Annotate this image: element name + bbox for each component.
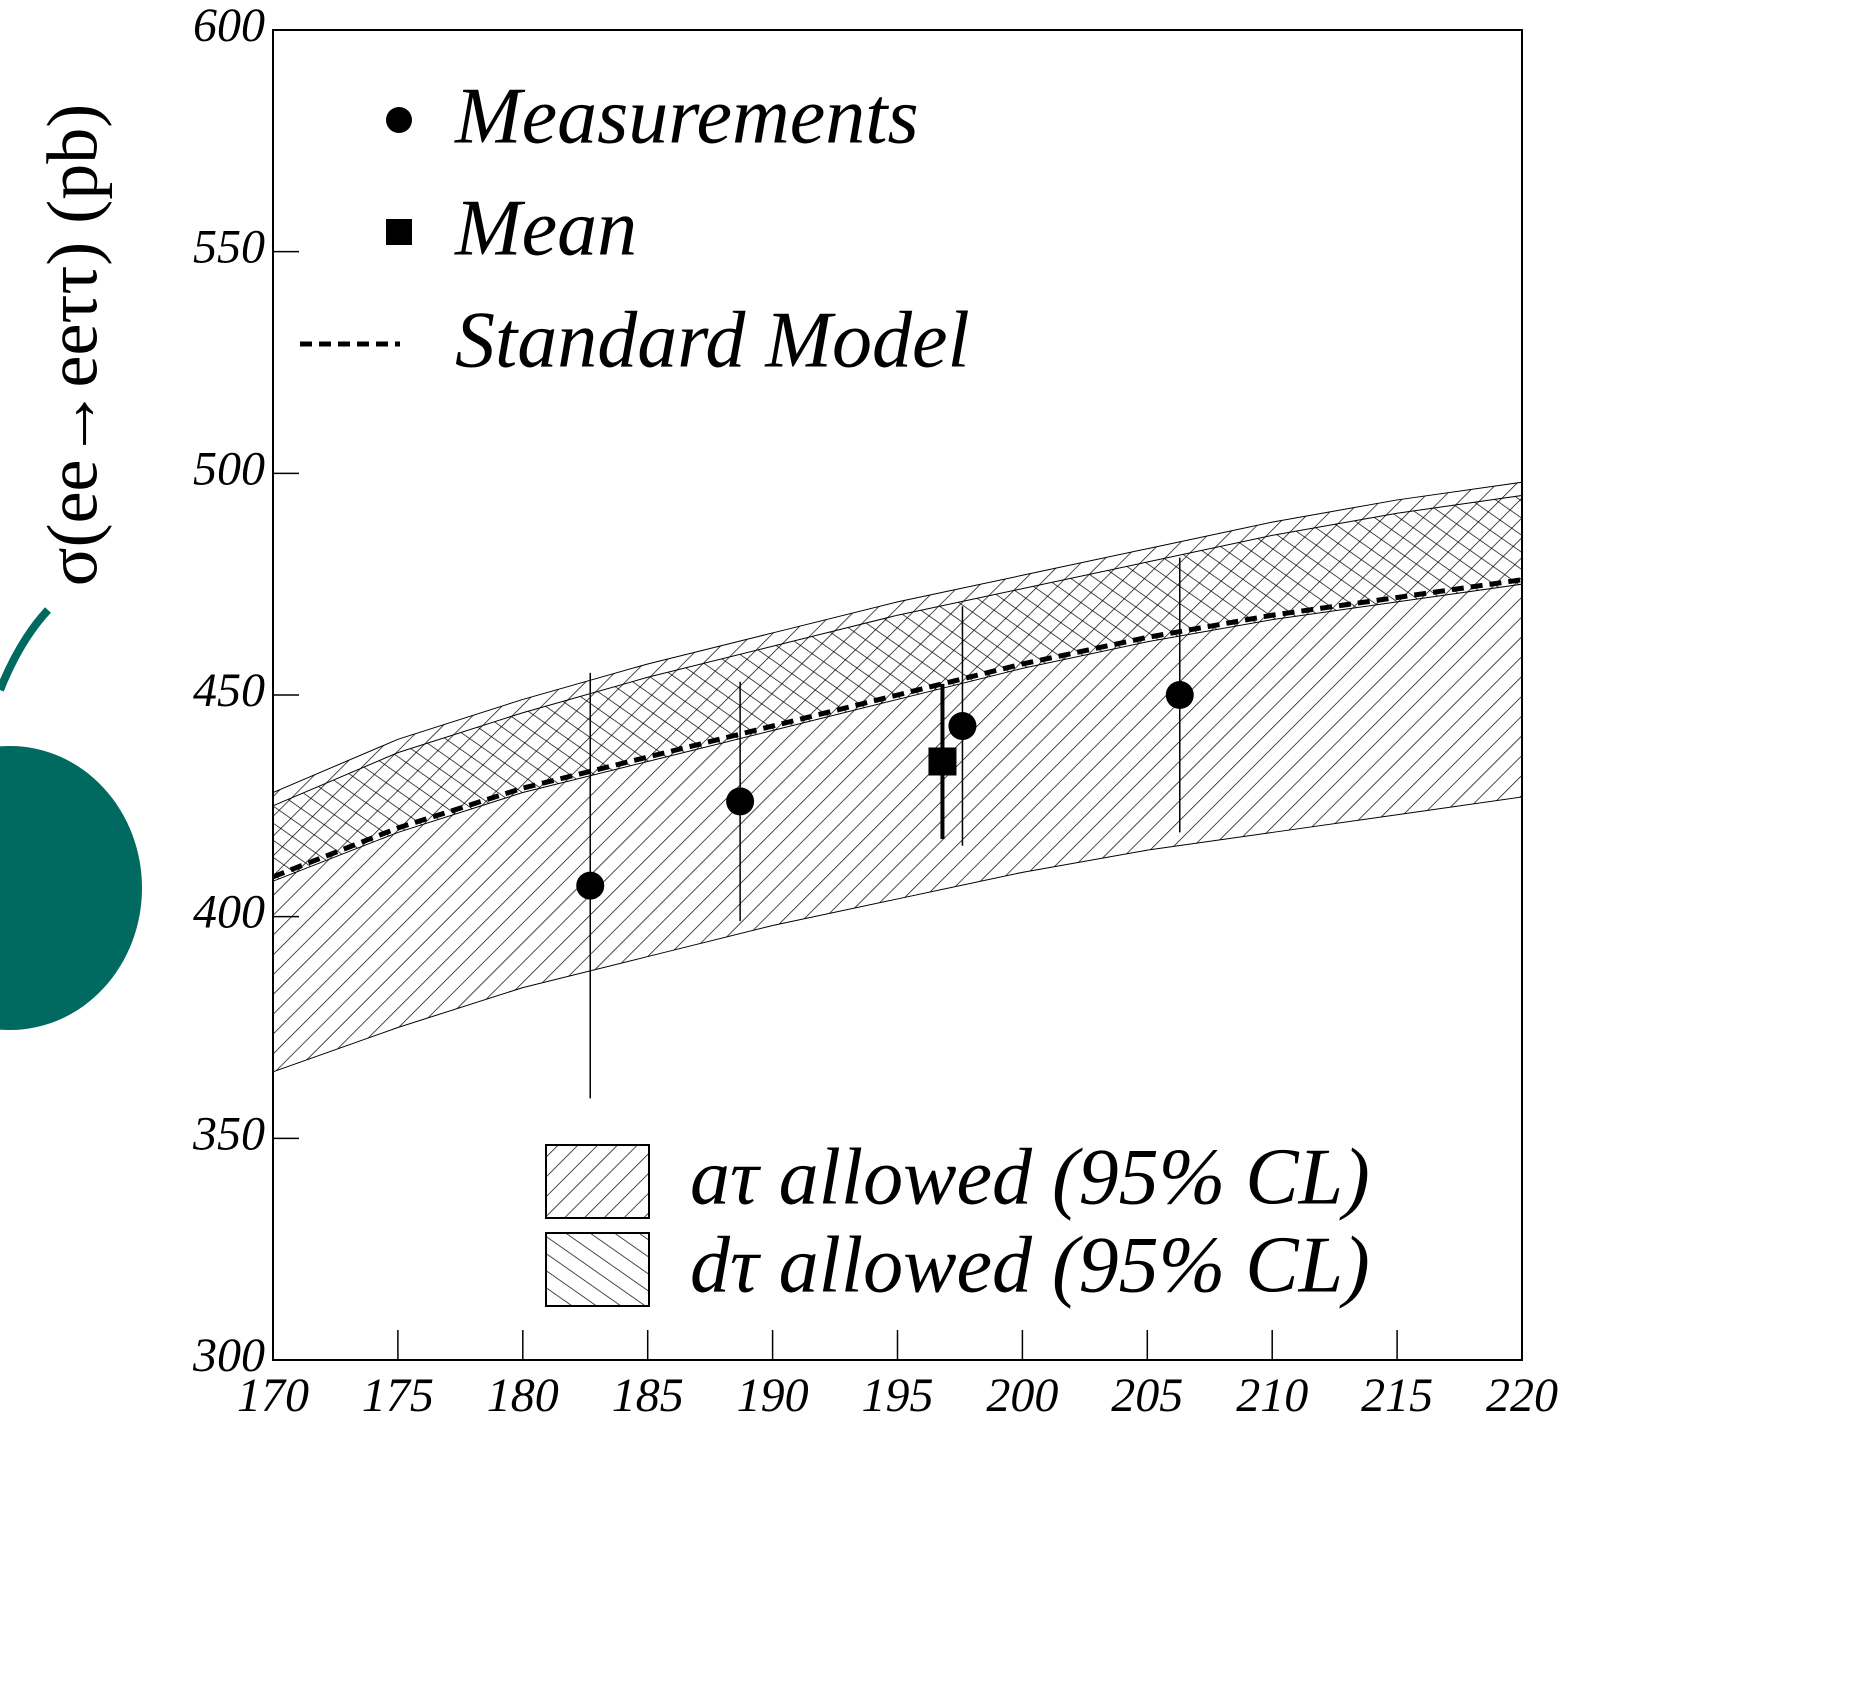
y-tick-label: 600 [193,0,265,52]
y-tick-label: 400 [193,886,265,939]
marker [576,871,605,900]
legend-label: Measurements [454,72,919,160]
legend-label: aτ allowed (95% CL) [690,1133,1370,1221]
marker [1165,681,1194,709]
decor-arc [0,607,51,692]
plot: aτ allowed (95% CL)dτ allowed (95% CL) 30… [192,0,1558,1422]
x-tick-label: 210 [1236,1369,1308,1422]
y-tick-label: 550 [193,221,265,274]
y-axis-label: σ(ee→eeττ) (pb) [33,104,113,586]
line [272,577,1523,880]
y-tick-label: 500 [193,442,265,495]
marker [948,712,977,741]
y-tick-label: 450 [193,664,265,717]
x-tick-label: 190 [737,1369,809,1422]
x-tick-label: 170 [237,1369,309,1422]
legend-swatch [386,219,412,245]
x-tick-label: 205 [1111,1369,1183,1422]
legend-label: Standard Model [455,296,970,384]
x-tick-label: 200 [986,1369,1058,1422]
x-tick-label: 220 [1486,1369,1558,1422]
legend-label: dτ allowed (95% CL) [690,1221,1370,1309]
decor-ellipse [0,746,142,1030]
y-tick-label: 350 [192,1107,265,1160]
marker [726,787,755,816]
legend-swatch [545,1144,650,1219]
x-tick-label: 195 [862,1369,934,1422]
legend-swatch [545,1232,650,1307]
x-tick-label: 185 [612,1369,684,1422]
marker [928,747,957,776]
x-tick-label: 175 [362,1369,434,1422]
x-tick-label: 180 [487,1369,559,1422]
legend-label: Mean [454,184,637,272]
x-tick-label: 215 [1361,1369,1433,1422]
y-tick-label: 300 [192,1329,265,1382]
legend-swatch [386,107,412,133]
